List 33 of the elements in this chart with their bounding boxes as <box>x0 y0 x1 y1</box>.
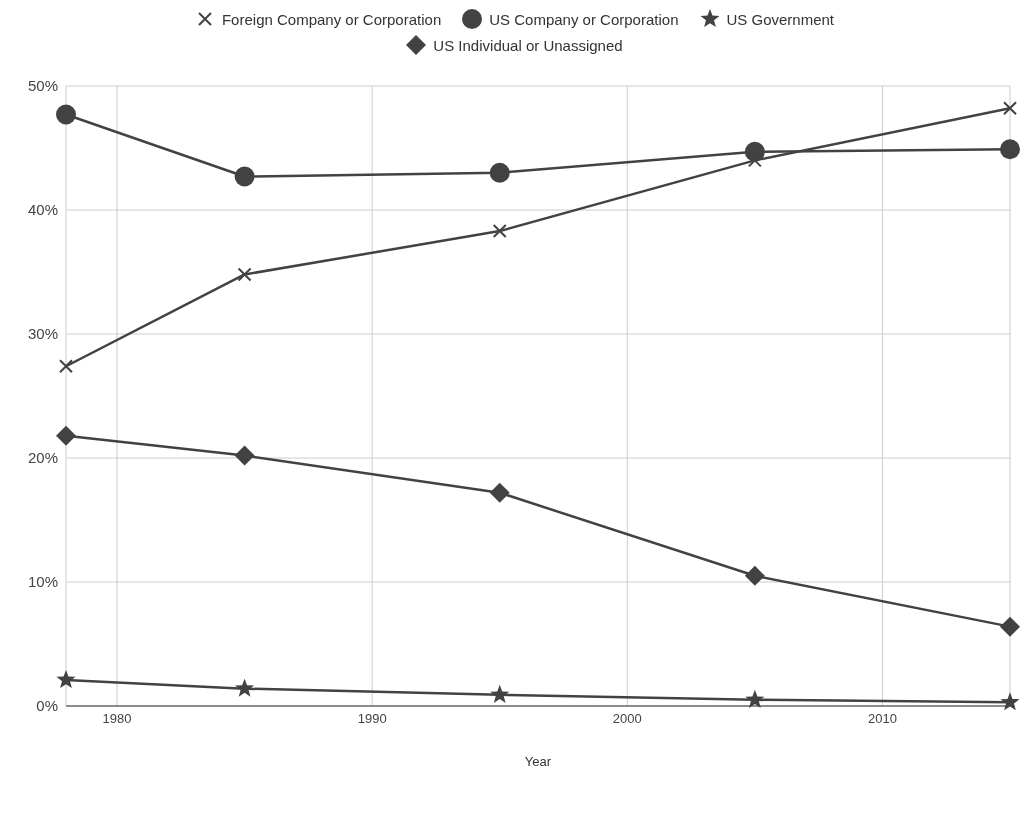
point <box>1000 139 1020 160</box>
point <box>489 482 510 503</box>
x-tick-label: 2000 <box>612 711 642 727</box>
point <box>745 689 765 708</box>
legend-label: US Government <box>726 10 835 28</box>
legend-label: US Individual or Unassigned <box>433 36 623 54</box>
y-tick-label: 40% <box>27 201 58 219</box>
point <box>56 104 76 125</box>
point <box>237 267 252 282</box>
point <box>56 669 76 689</box>
legend-label: Foreign Company or Corporation <box>221 10 442 28</box>
x-tick-label: 1990 <box>357 711 387 727</box>
y-tick-label: 30% <box>27 325 58 343</box>
point <box>489 162 510 183</box>
y-tick-label: 20% <box>27 449 58 467</box>
point <box>234 445 255 466</box>
point <box>56 425 76 446</box>
point <box>234 166 255 187</box>
legend-label: US Company or Corporation <box>489 10 679 28</box>
y-tick-label: 0% <box>36 697 58 715</box>
point <box>1000 616 1020 637</box>
point <box>1003 101 1017 116</box>
point <box>744 565 765 586</box>
point <box>1000 692 1020 711</box>
point <box>59 359 73 374</box>
x-tick-label: 1980 <box>102 711 132 727</box>
x-tick-label: 2010 <box>867 711 897 727</box>
point <box>235 678 255 697</box>
x-axis-title: Year <box>524 754 552 769</box>
y-tick-label: 50% <box>27 77 58 95</box>
y-tick-label: 10% <box>27 573 58 591</box>
point <box>490 684 510 703</box>
point <box>492 224 507 239</box>
